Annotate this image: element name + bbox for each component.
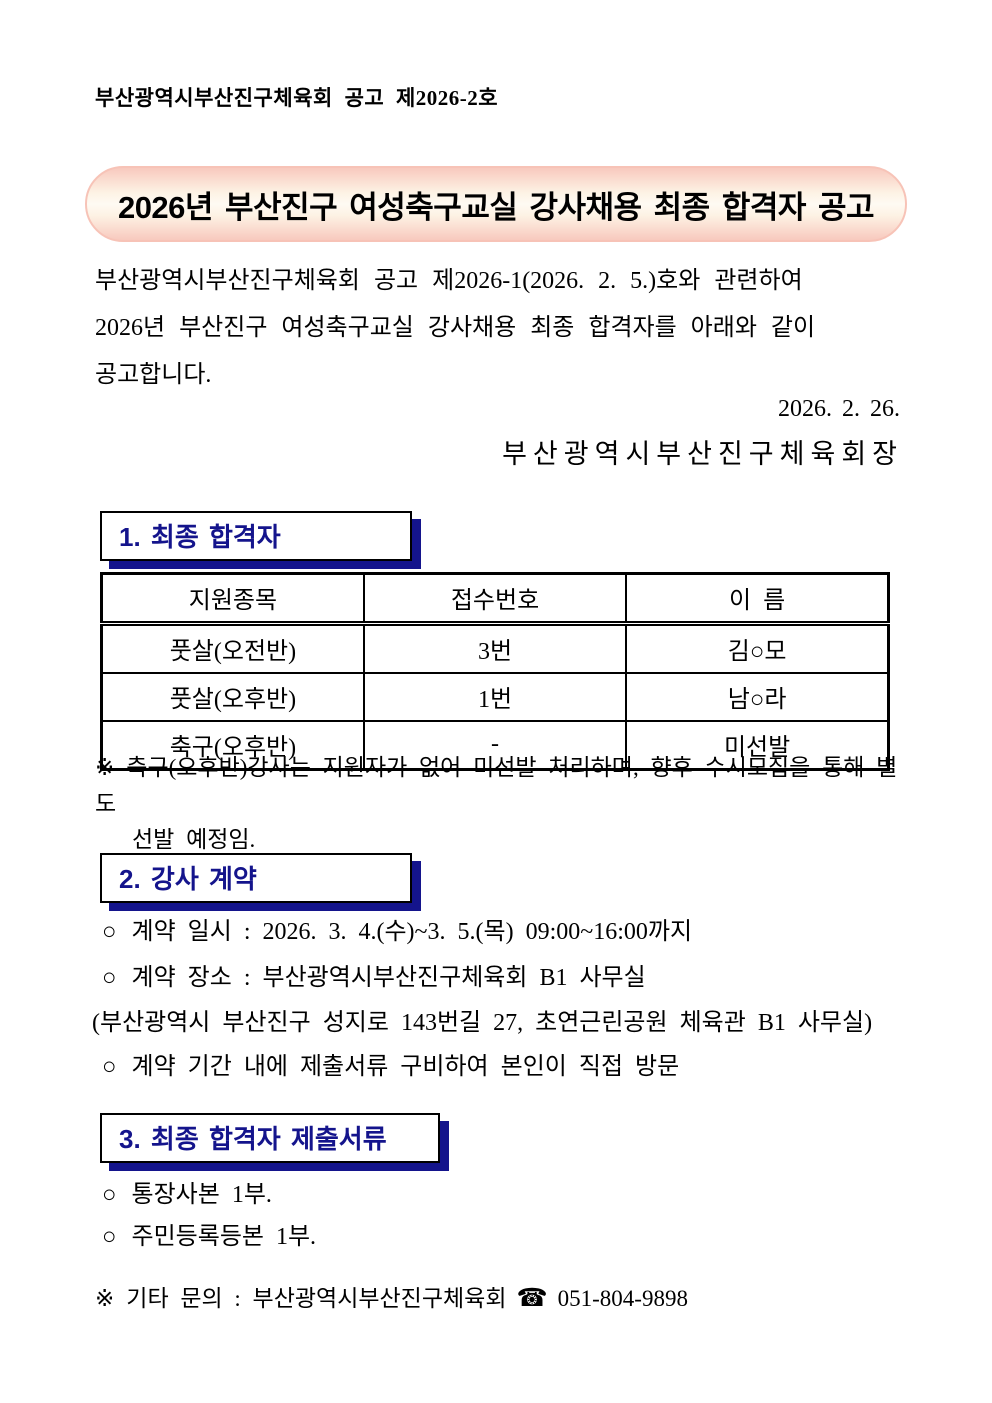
reference-mark-icon: ※ bbox=[95, 755, 115, 780]
circle-bullet-icon: ○ bbox=[102, 1182, 117, 1208]
cell-category: 풋살(오후반) bbox=[100, 672, 365, 722]
reference-mark-icon: ※ bbox=[95, 1286, 115, 1311]
cell-name: 미선발 bbox=[625, 720, 890, 771]
contract-datetime-text: 계약 일시 : 2026. 3. 4.(수)~3. 5.(목) 09:00~16… bbox=[131, 919, 693, 945]
table-row: 풋살(오전반) 3번 김○모 bbox=[100, 622, 890, 674]
column-header-category: 지원종목 bbox=[100, 572, 365, 626]
phone-icon: ☎ bbox=[516, 1285, 548, 1312]
table-row: 축구(오후반) - 미선발 bbox=[100, 720, 890, 771]
footnote-text-1: 축구(오후반)강사는 지원자가 없어 미선발 처리하며, 향후 수시모집을 통해… bbox=[95, 755, 898, 816]
cell-receipt-number: 3번 bbox=[362, 622, 628, 674]
intro-line-3: 공고합니다. bbox=[95, 362, 212, 388]
page-title: 2026년 부산진구 여성축구교실 강사채용 최종 합격자 공고 bbox=[117, 189, 875, 225]
intro-line-2: 2026년 부산진구 여성축구교실 강사채용 최종 합격자를 아래와 같이 bbox=[95, 315, 816, 341]
contract-location-text: 계약 장소 : 부산광역시부산진구체육회 B1 사무실 bbox=[131, 965, 646, 991]
results-table: 지원종목 접수번호 이 름 풋살(오전반) 3번 김○모 풋살(오후반) 1번 … bbox=[100, 572, 890, 771]
cell-receipt-number: - bbox=[362, 720, 628, 771]
circle-bullet-icon: ○ bbox=[102, 965, 117, 991]
intro-line-1: 부산광역시부산진구체육회 공고 제2026-1(2026. 2. 5.)호와 관… bbox=[95, 268, 803, 294]
document-item-residence-text: 주민등록등본 1부. bbox=[131, 1224, 317, 1250]
table-header-row: 지원종목 접수번호 이 름 bbox=[100, 572, 890, 626]
announcement-date: 2026. 2. 26. bbox=[778, 396, 900, 422]
section-heading-documents: 3. 최종 합격자 제출서류 bbox=[100, 1113, 440, 1163]
intro-paragraph: 부산광역시부산진구체육회 공고 제2026-1(2026. 2. 5.)호와 관… bbox=[95, 258, 905, 399]
contact-info: ※ 기타 문의 : 부산광역시부산진구체육회 ☎ 051-804-9898 bbox=[95, 1279, 688, 1313]
contract-address-note: (부산광역시 부산진구 성지로 143번길 27, 초연근린공원 체육관 B1 … bbox=[92, 1010, 873, 1036]
footnote-line-1: ※ 축구(오후반)강사는 지원자가 없어 미선발 처리하며, 향후 수시모집을 통… bbox=[95, 750, 917, 822]
contract-visit-item: ○ 계약 기간 내에 제출서류 구비하여 본인이 직접 방문 bbox=[102, 1046, 679, 1081]
contract-location-item: ○ 계약 장소 : 부산광역시부산진구체육회 B1 사무실 bbox=[102, 957, 646, 992]
cell-category: 풋살(오전반) bbox=[100, 622, 365, 674]
section-heading-final-passers: 1. 최종 합격자 bbox=[100, 511, 412, 561]
circle-bullet-icon: ○ bbox=[102, 1054, 117, 1080]
phone-number: 051-804-9898 bbox=[557, 1286, 688, 1311]
section-heading-contract: 2. 강사 계약 bbox=[100, 853, 412, 903]
document-item-bankbook: ○ 통장사본 1부. bbox=[102, 1174, 272, 1209]
document-item-residence: ○ 주민등록등본 1부. bbox=[102, 1216, 316, 1251]
cell-name: 남○라 bbox=[625, 672, 890, 722]
cell-receipt-number: 1번 bbox=[362, 672, 628, 722]
circle-bullet-icon: ○ bbox=[102, 1224, 117, 1250]
contract-visit-text: 계약 기간 내에 제출서류 구비하여 본인이 직접 방문 bbox=[131, 1054, 680, 1080]
document-item-bankbook-text: 통장사본 1부. bbox=[131, 1182, 272, 1208]
contact-text: 기타 문의 : 부산광역시부산진구체육회 bbox=[126, 1286, 507, 1311]
table-footnote: ※ 축구(오후반)강사는 지원자가 없어 미선발 처리하며, 향후 수시모집을 통… bbox=[95, 750, 917, 858]
cell-name: 김○모 bbox=[625, 622, 890, 674]
cell-category: 축구(오후반) bbox=[100, 720, 365, 771]
table-row: 풋살(오후반) 1번 남○라 bbox=[100, 672, 890, 722]
footnote-line-2: 선발 예정임. bbox=[132, 827, 256, 852]
contract-datetime-item: ○ 계약 일시 : 2026. 3. 4.(수)~3. 5.(목) 09:00~1… bbox=[102, 911, 692, 946]
signer-title: 부산광역시부산진구체육회장 bbox=[502, 439, 903, 469]
circle-bullet-icon: ○ bbox=[102, 919, 117, 945]
column-header-name: 이 름 bbox=[625, 572, 890, 626]
title-banner: 2026년 부산진구 여성축구교실 강사채용 최종 합격자 공고 bbox=[85, 166, 907, 242]
column-header-receipt-number: 접수번호 bbox=[362, 572, 628, 626]
doc-number: 부산광역시부산진구체육회 공고 제2026-2호 bbox=[95, 86, 499, 110]
